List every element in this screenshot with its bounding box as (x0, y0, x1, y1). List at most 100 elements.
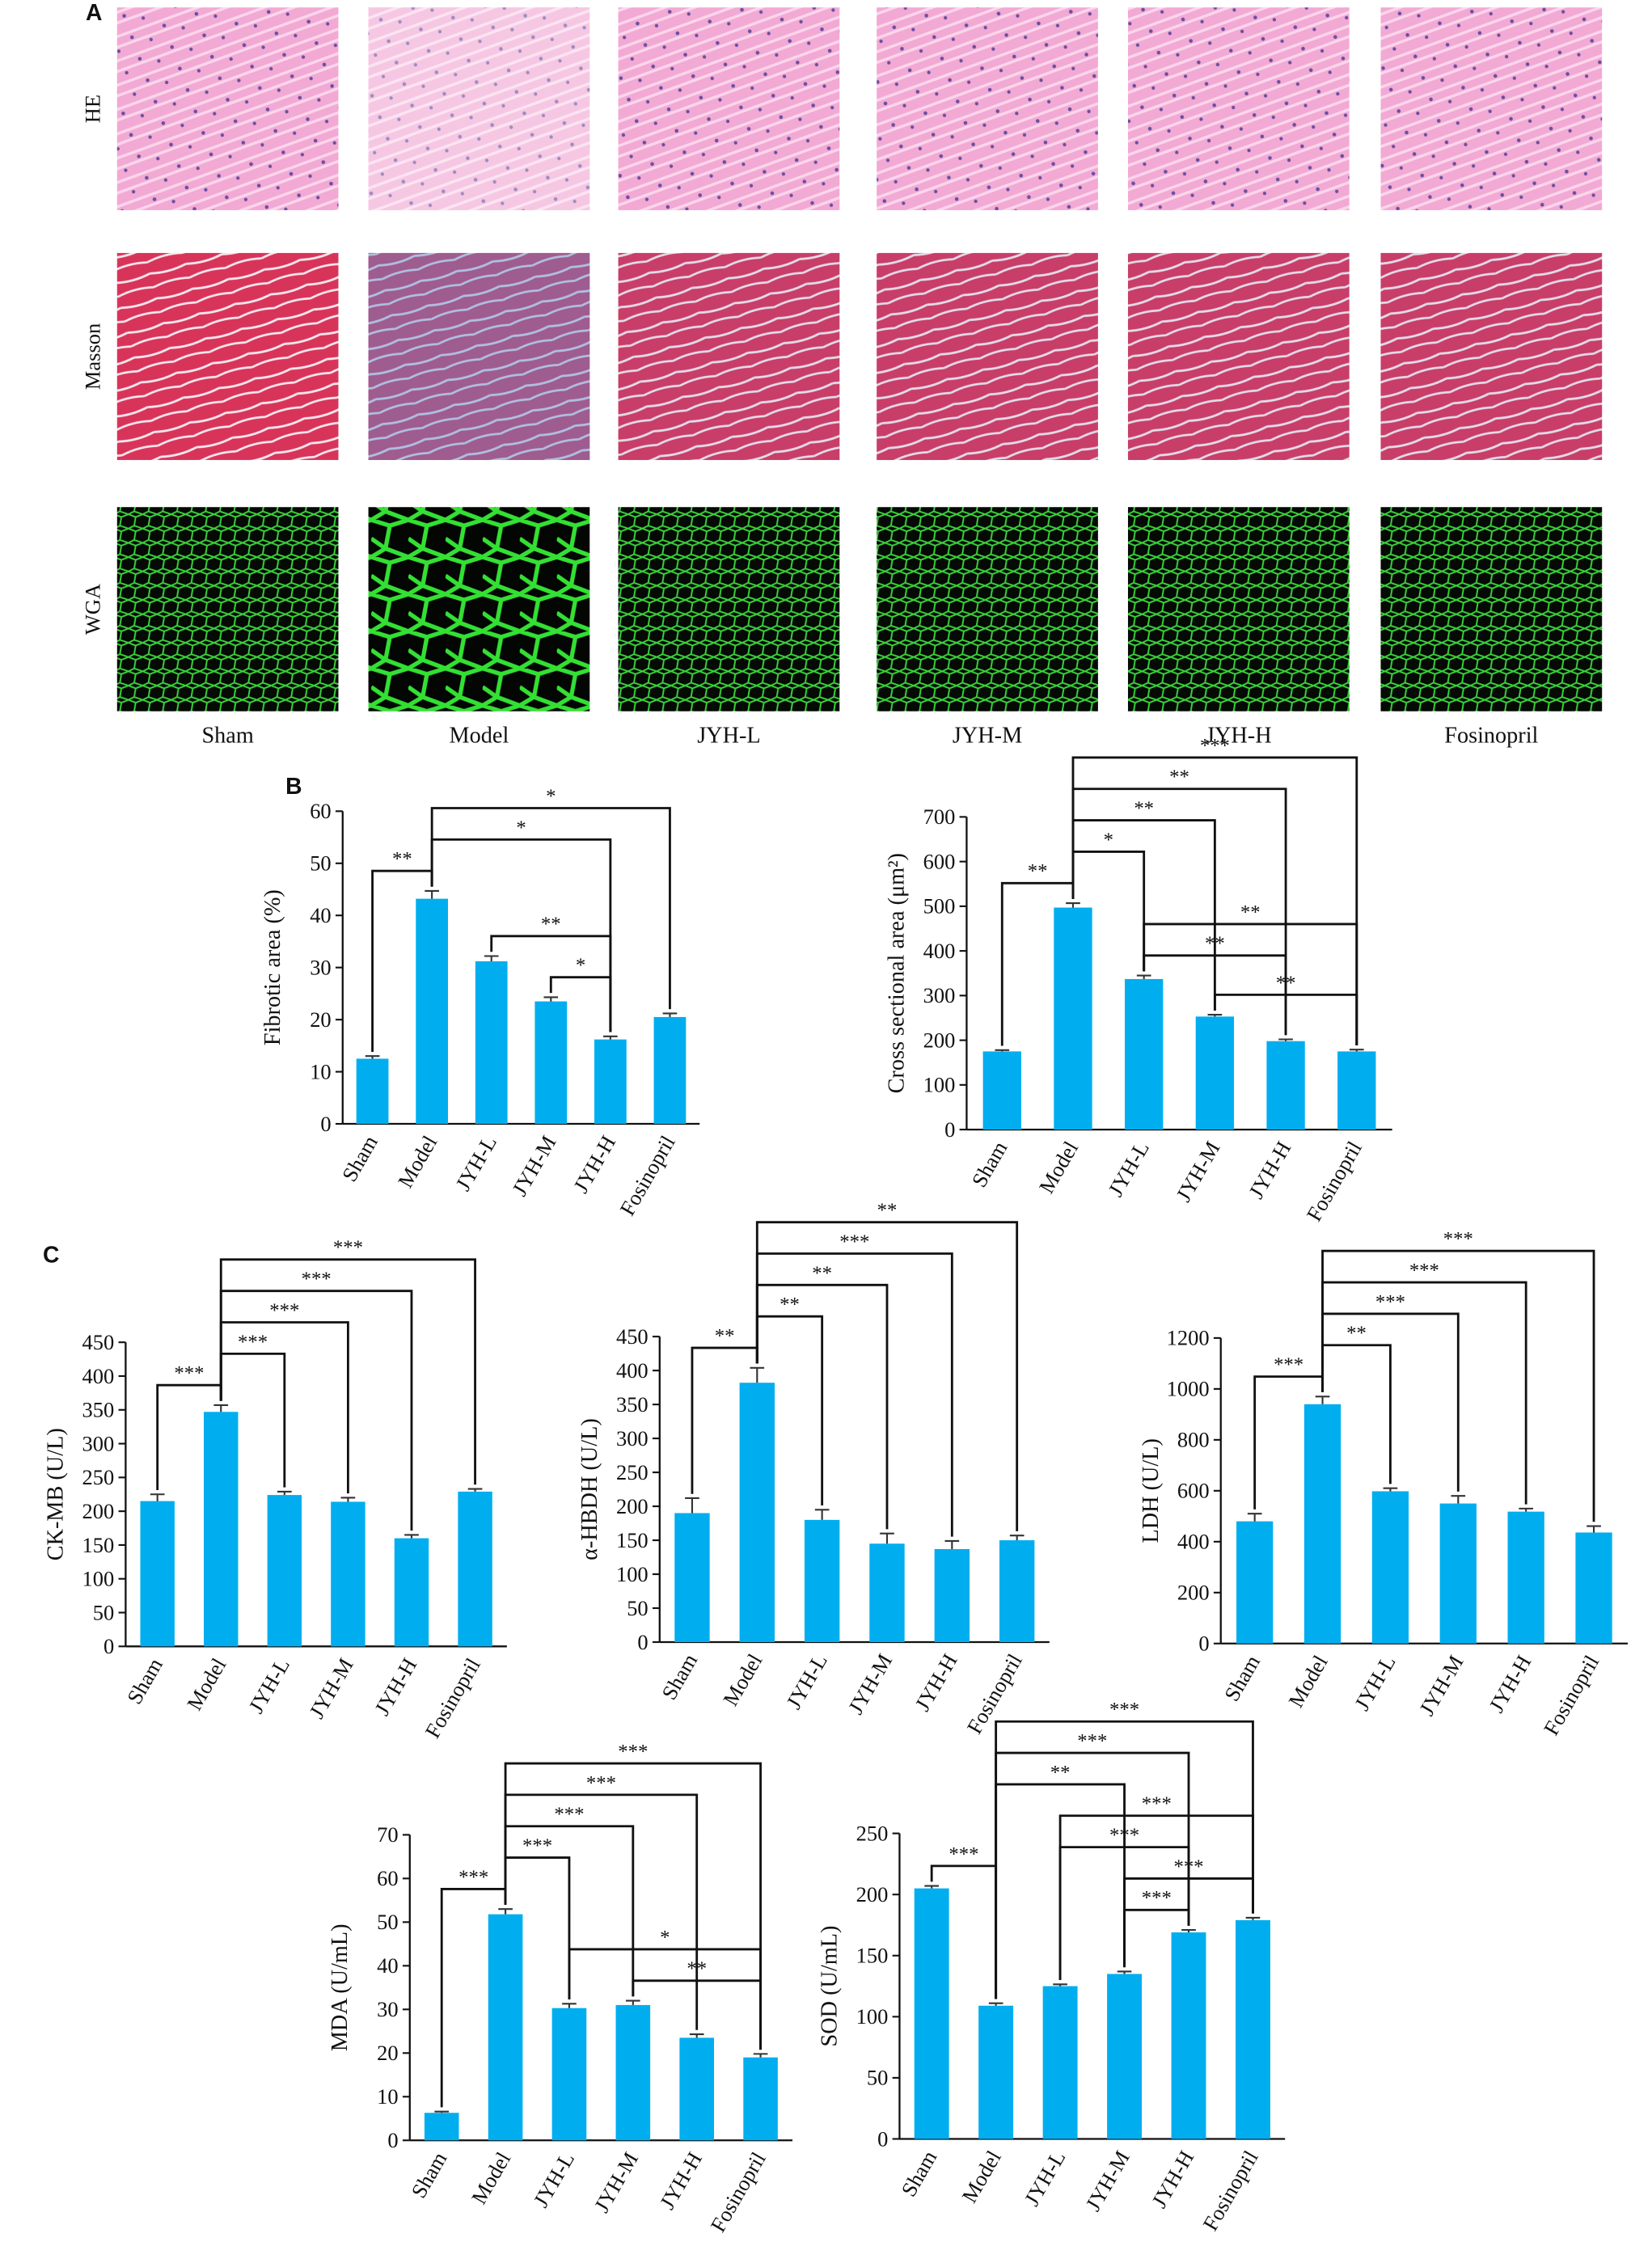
bar (475, 961, 508, 1125)
micrograph (368, 252, 590, 460)
x-tick-label: JYH-H (655, 2147, 707, 2213)
bar (594, 1039, 627, 1125)
significance-label: *** (949, 1843, 978, 1865)
bar (1266, 1041, 1305, 1130)
significance-label: *** (269, 1299, 299, 1321)
histology-panel: HE Masson WGA Sham Model JYH-L JYH-M JYH-H Fosin… (81, 7, 1603, 749)
bar (1042, 1986, 1078, 2139)
bar (914, 1888, 949, 2139)
stain-label: WGA (81, 584, 105, 635)
y-tick-label: 50 (867, 2066, 888, 2090)
bar (743, 2057, 778, 2141)
x-tick-label: JYH-L (450, 1131, 501, 1195)
group-label: JYH-H (1206, 724, 1272, 749)
significance-label: * (546, 785, 556, 807)
significance-label: *** (618, 1741, 648, 1763)
significance-bracket (219, 1258, 476, 1485)
y-axis-label: CK-MB (U/L) (44, 1428, 69, 1560)
group-label: JYH-L (697, 724, 760, 749)
y-axis-label: SOD (U/mL) (818, 1926, 843, 2047)
bar (674, 1513, 710, 1643)
y-tick-label: 350 (616, 1392, 649, 1417)
x-tick-label: Fosinopril (1302, 1137, 1367, 1225)
significance-bracket (1321, 1281, 1527, 1505)
micrograph (1127, 507, 1350, 711)
x-tick-label: Sham (1219, 1651, 1265, 1706)
bar (1575, 1532, 1612, 1644)
y-tick-label: 400 (1177, 1530, 1210, 1554)
y-tick-label: 400 (923, 939, 956, 963)
x-tick-label: JYH-L (528, 2147, 579, 2211)
bar (551, 2008, 587, 2141)
significance-bracket (1321, 1249, 1595, 1522)
bar (804, 1519, 840, 1643)
x-tick-label: Fosinopril (1198, 2147, 1262, 2235)
y-tick-label: 60 (377, 1866, 398, 1890)
group-label: Model (450, 724, 509, 749)
x-tick-label: Model (957, 2147, 1006, 2207)
bar (1124, 978, 1164, 1130)
y-tick-label: 1200 (1167, 1326, 1210, 1350)
significance-label: *** (1109, 1699, 1139, 1721)
significance-label: *** (1142, 1887, 1172, 1909)
significance-label: * (576, 955, 585, 977)
y-tick-label: 0 (637, 1630, 648, 1654)
micrograph (116, 7, 339, 210)
y-tick-label: 100 (923, 1073, 956, 1097)
y-tick-label: 350 (82, 1398, 115, 1422)
y-tick-label: 200 (1177, 1581, 1210, 1605)
y-tick-label: 70 (377, 1822, 398, 1847)
x-tick-label: Model (393, 1131, 442, 1192)
y-tick-label: 250 (82, 1465, 115, 1489)
significance-label: *** (522, 1835, 552, 1857)
x-tick-label: Model (467, 2147, 516, 2208)
significance-bracket (504, 1793, 699, 2030)
y-tick-label: 30 (377, 1997, 398, 2021)
bar (999, 1540, 1035, 1643)
y-tick-label: 400 (616, 1358, 649, 1383)
significance-label: *** (839, 1231, 869, 1252)
stain-label: Masson (81, 323, 105, 390)
x-tick-label: Model (182, 1653, 231, 1714)
significance-label: * (660, 1927, 670, 1949)
bar (739, 1383, 775, 1643)
y-tick-label: 0 (320, 1112, 331, 1136)
x-tick-label: JYH-H (1244, 1137, 1295, 1202)
y-tick-label: 50 (627, 1596, 648, 1620)
bar (267, 1495, 302, 1647)
significance-label: *** (238, 1331, 268, 1353)
x-tick-label: JYH-M (1080, 2147, 1134, 2215)
y-tick-label: 450 (82, 1330, 115, 1354)
bar (1439, 1503, 1477, 1644)
bar-chart: 0 200 400 600 800 1000 1200 LDH (U/L) Sham Model J… (1139, 1228, 1628, 1739)
bar (1236, 1521, 1274, 1644)
y-tick-label: 40 (310, 903, 331, 927)
collagen-stain (1380, 252, 1603, 460)
significance-label: *** (333, 1237, 363, 1259)
micrograph (1127, 7, 1350, 210)
significance-label: ** (1134, 798, 1154, 820)
y-axis-label: Cross sectional area (μm²) (885, 853, 910, 1093)
significance-bracket (995, 1751, 1190, 1999)
y-tick-label: 10 (377, 2084, 398, 2109)
y-tick-label: 100 (616, 1562, 649, 1586)
x-tick-label: JYH-H (1484, 1651, 1536, 1716)
y-tick-label: 300 (923, 983, 956, 1007)
y-tick-label: 600 (1177, 1479, 1210, 1503)
x-tick-label: JYH-M (1414, 1651, 1468, 1720)
micrograph (116, 507, 339, 711)
bar (1507, 1511, 1544, 1644)
y-tick-label: 700 (923, 804, 956, 829)
y-axis-label: MDA (U/mL) (327, 1923, 353, 2051)
significance-label: ** (877, 1200, 898, 1222)
micrograph (618, 7, 840, 210)
bar (331, 1501, 365, 1647)
y-tick-label: 50 (377, 1910, 398, 1934)
y-tick-label: 0 (1198, 1632, 1209, 1656)
bar (679, 2037, 714, 2141)
bar-chart: 0 100 200 300 400 500 600 700 Cross sectional ar… (885, 735, 1392, 1226)
x-tick-label: Sham (896, 2146, 941, 2201)
x-tick-label: Sham (406, 2147, 451, 2202)
x-tick-label: Sham (966, 1137, 1012, 1192)
collagen-stain (368, 252, 590, 460)
